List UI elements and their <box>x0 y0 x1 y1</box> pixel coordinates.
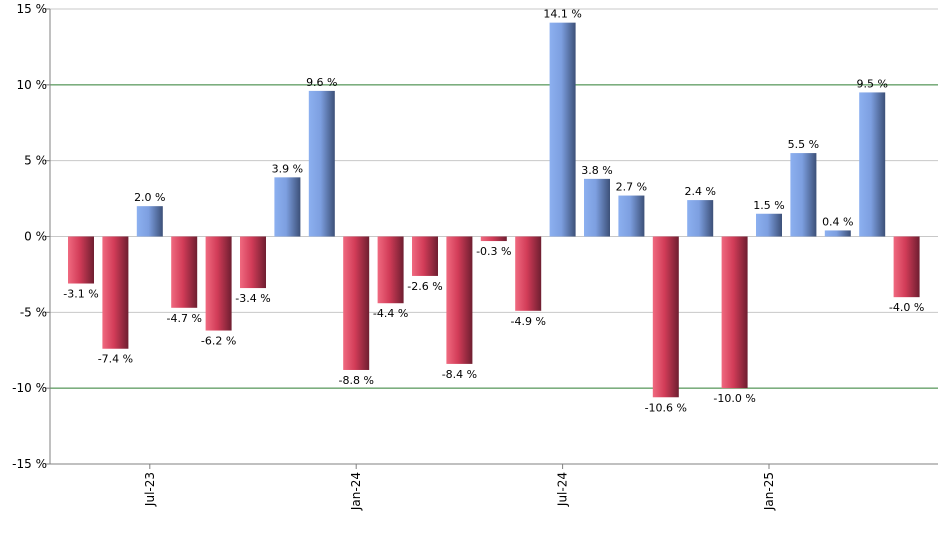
bar-negative <box>377 236 404 304</box>
y-tick-label: -5 % <box>20 305 47 319</box>
bar-negative <box>721 236 748 389</box>
bar-value-label: -4.7 % <box>166 312 201 325</box>
bar-value-label: 9.5 % <box>856 77 887 90</box>
bar-negative <box>171 236 198 308</box>
bar-value-label: -10.0 % <box>713 392 755 405</box>
bar-positive <box>859 92 886 237</box>
bar-value-label: -2.6 % <box>407 280 442 293</box>
bar-value-label: 3.9 % <box>272 162 303 175</box>
bar-value-label: -3.4 % <box>235 292 270 305</box>
bar-negative <box>412 236 438 276</box>
bar-value-label: -4.0 % <box>889 301 924 314</box>
bar-value-label: -4.4 % <box>373 307 408 320</box>
y-tick-label: 10 % <box>17 78 48 92</box>
bar-positive <box>618 195 645 237</box>
bar-value-label: 14.1 % <box>543 8 581 21</box>
bar-value-label: 2.4 % <box>684 185 715 198</box>
y-tick-label: -10 % <box>12 381 47 395</box>
bar-value-label: -3.1 % <box>63 288 98 301</box>
bar-value-label: 2.7 % <box>616 181 647 194</box>
axes: 15 % 10 % 5 % 0 % -5 % -10 % -15 % Jul-23 Jan-24… <box>12 2 938 511</box>
x-tick-label: Jul-24 <box>556 472 570 507</box>
bar-value-label: -8.4 % <box>442 368 477 381</box>
x-tick-label: Jul-23 <box>143 472 157 507</box>
data-labels: -3.1 % -7.4 % 2.0 % -4.7 %-6.2 % -3.4 % 3.9 %… <box>63 8 924 415</box>
y-tick-label: -15 % <box>12 457 47 471</box>
y-tick-label: 5 % <box>24 154 47 168</box>
bar-value-label: 2.0 % <box>134 191 165 204</box>
bar-negative <box>205 236 232 331</box>
bar-value-label: -4.9 % <box>510 315 545 328</box>
bar-value-label: -8.8 % <box>338 374 373 387</box>
bars <box>68 22 920 398</box>
bar-positive <box>790 153 817 237</box>
bar-value-label: -7.4 % <box>98 353 133 366</box>
bar-negative <box>240 236 266 289</box>
bar-positive <box>584 178 610 237</box>
bar-value-label: -0.3 % <box>476 245 511 258</box>
y-tick-label: 15 % <box>17 2 48 16</box>
bar-positive <box>549 22 576 237</box>
bar-positive <box>274 177 301 237</box>
bar-negative <box>652 236 679 398</box>
bar-positive <box>824 230 851 237</box>
x-tick-label: Jan-24 <box>349 472 363 511</box>
bar-negative <box>102 236 129 349</box>
bar-negative <box>446 236 473 364</box>
bar-value-label: 5.5 % <box>788 138 819 151</box>
bar-positive <box>136 206 163 237</box>
bar-negative <box>893 236 920 298</box>
bar-value-label: -10.6 % <box>645 401 687 414</box>
bar-negative <box>343 236 370 370</box>
bar-value-label: 0.4 % <box>822 215 853 228</box>
bar-value-label: 3.8 % <box>581 164 612 177</box>
x-tick-label: Jan-25 <box>762 472 776 511</box>
bar-value-label: 1.5 % <box>753 199 784 212</box>
y-tick-label: 0 % <box>24 230 47 244</box>
bar-negative <box>480 236 507 242</box>
bar-positive <box>756 213 782 237</box>
bar-positive <box>308 90 335 237</box>
bar-negative <box>515 236 542 311</box>
bar-value-label: -6.2 % <box>201 335 236 348</box>
bar-negative <box>68 236 94 284</box>
bar-positive <box>687 200 714 237</box>
bar-value-label: 9.6 % <box>306 76 337 89</box>
